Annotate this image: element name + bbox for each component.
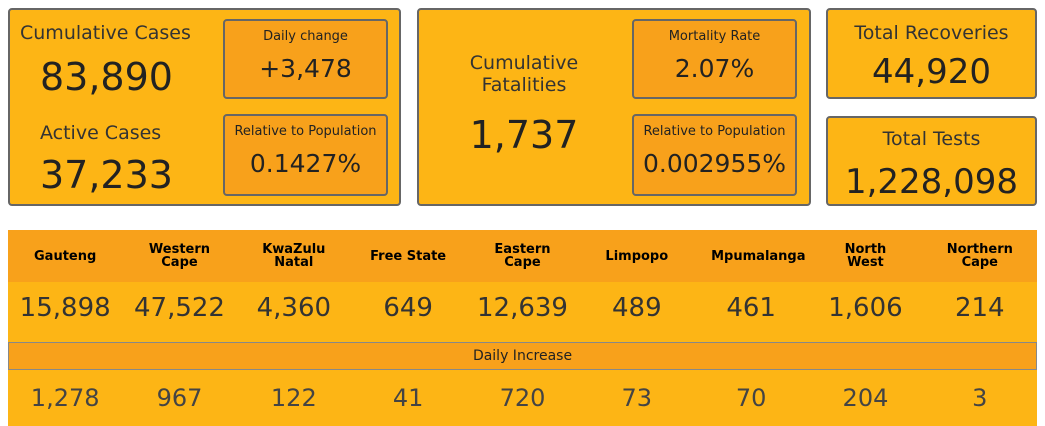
- daily-value: 122: [270, 384, 317, 412]
- label: Total Tests: [882, 128, 981, 150]
- value: 0.1427%: [249, 149, 362, 178]
- daily-value-cell: 122: [237, 370, 351, 426]
- mortality-box: Mortality Rate 2.07%: [632, 19, 797, 99]
- value: +3,478: [259, 54, 352, 83]
- daily-value-cell: 204: [808, 370, 922, 426]
- relative-box: Relative to Population 0.002955%: [632, 114, 797, 196]
- total-value-cell: 15,898: [8, 282, 122, 334]
- province-name-cell: Free State: [351, 230, 465, 282]
- label: Cumulative Cases: [20, 22, 191, 44]
- label: Daily change: [263, 29, 348, 44]
- daily-value: 1,278: [30, 384, 100, 412]
- total-value: 47,522: [134, 293, 225, 323]
- recoveries-card: Total Recoveries 44,920: [826, 8, 1037, 99]
- daily-value-cell: 73: [580, 370, 694, 426]
- total-value-cell: 214: [923, 282, 1037, 334]
- relative-box: Relative to Population 0.1427%: [223, 114, 388, 196]
- fatalities-card: Cumulative Fatalities 1,737 Mortality Ra…: [417, 8, 811, 206]
- header-row: Gauteng Western Cape KwaZulu Natal Free Sta…: [8, 230, 1037, 282]
- daily-value: 204: [842, 384, 889, 412]
- tests-card: Total Tests 1,228,098: [826, 116, 1037, 206]
- province-name-cell: Limpopo: [580, 230, 694, 282]
- daily-value-cell: 720: [465, 370, 579, 426]
- value: 44,920: [872, 52, 991, 92]
- label: Active Cases: [40, 122, 162, 144]
- value: 2.07%: [674, 54, 755, 83]
- province-name: Western Cape: [148, 242, 211, 270]
- total-value-cell: 1,606: [808, 282, 922, 334]
- value: 83,890: [40, 55, 173, 99]
- total-value: 214: [954, 293, 1005, 323]
- value: 1,228,098: [844, 162, 1019, 202]
- daily-row: 1,278 967 122 41 720 73 70 204 3: [8, 370, 1037, 426]
- total-value-cell: 47,522: [122, 282, 236, 334]
- daily-value: 720: [499, 384, 546, 412]
- value: 1,737: [469, 113, 579, 157]
- province-name-cell: Mpumalanga: [694, 230, 808, 282]
- daily-change-box: Daily change +3,478: [223, 19, 388, 99]
- label: Relative to Population: [643, 124, 786, 139]
- value: 37,233: [40, 153, 173, 197]
- province-name: Limpopo: [605, 248, 669, 264]
- province-name-cell: Western Cape: [122, 230, 236, 282]
- total-value-cell: 461: [694, 282, 808, 334]
- total-value-cell: 4,360: [237, 282, 351, 334]
- daily-value-cell: 41: [351, 370, 465, 426]
- daily-value-cell: 967: [122, 370, 236, 426]
- province-name: Free State: [370, 248, 447, 264]
- daily-value-cell: 70: [694, 370, 808, 426]
- label: Mortality Rate: [668, 29, 761, 44]
- total-value: 649: [383, 293, 433, 323]
- daily-value: 70: [735, 384, 767, 412]
- cases-card: Cumulative Cases 83,890 Active Cases 37,…: [8, 8, 401, 206]
- province-name: KwaZulu Natal: [262, 242, 326, 270]
- totals-row: 15,898 47,522 4,360 649 12,639 489 461 1,606 214: [8, 282, 1037, 334]
- daily-title: Daily Increase: [8, 342, 1037, 370]
- province-name-cell: North West: [808, 230, 922, 282]
- daily-value: 3: [972, 384, 988, 412]
- province-name: Eastern Cape: [494, 242, 551, 270]
- total-value: 15,898: [19, 293, 111, 323]
- total-value: 489: [611, 293, 662, 323]
- province-table: Gauteng Western Cape KwaZulu Natal Free Sta…: [8, 230, 1037, 426]
- total-value-cell: 489: [580, 282, 694, 334]
- province-name-cell: KwaZulu Natal: [237, 230, 351, 282]
- province-name: Gauteng: [34, 248, 97, 264]
- total-value: 1,606: [828, 293, 903, 323]
- total-value-cell: 649: [351, 282, 465, 334]
- province-name-cell: Northern Cape: [923, 230, 1037, 282]
- province-name: North West: [844, 242, 887, 270]
- province-name: Mpumalanga: [711, 248, 806, 264]
- total-value: 461: [726, 293, 776, 323]
- daily-value: 967: [156, 384, 203, 412]
- daily-value-cell: 3: [923, 370, 1037, 426]
- label: Cumulative Fatalities: [469, 52, 579, 96]
- province-name-cell: Gauteng: [8, 230, 122, 282]
- value: 0.002955%: [642, 149, 787, 178]
- total-value: 12,639: [476, 293, 568, 323]
- label: Relative to Population: [234, 124, 377, 139]
- daily-value: 41: [392, 384, 424, 412]
- province-name: Northern Cape: [946, 242, 1013, 270]
- province-name-cell: Eastern Cape: [465, 230, 579, 282]
- total-value-cell: 12,639: [465, 282, 579, 334]
- total-value: 4,360: [256, 293, 332, 323]
- daily-value-cell: 1,278: [8, 370, 122, 426]
- label: Total Recoveries: [854, 22, 1009, 44]
- daily-value: 73: [621, 384, 653, 412]
